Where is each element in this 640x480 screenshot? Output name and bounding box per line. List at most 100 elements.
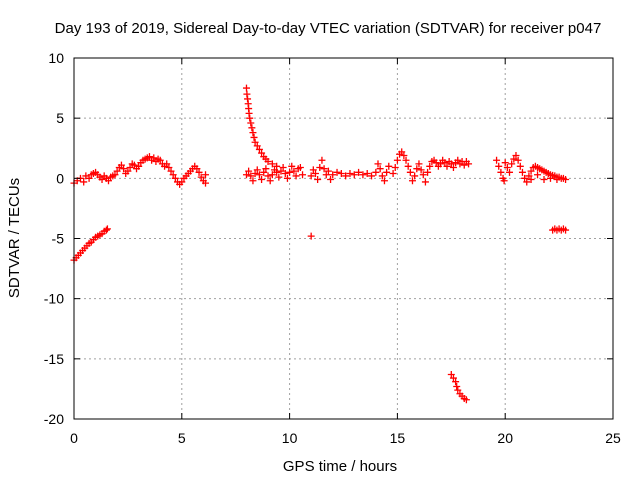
data-point (411, 172, 419, 180)
data-point (277, 167, 285, 175)
chart-title: Day 193 of 2019, Sidereal Day-to-day VTE… (55, 20, 602, 37)
x-tick-label: 10 (282, 430, 298, 446)
data-point (195, 168, 203, 176)
data-point (283, 174, 291, 182)
data-point (462, 396, 470, 404)
data-point (102, 226, 110, 234)
y-tick-label: -15 (44, 351, 64, 367)
data-point (426, 162, 434, 170)
data-point (85, 174, 93, 182)
data-point (562, 226, 570, 234)
data-point (383, 168, 391, 176)
data-point (506, 168, 514, 176)
data-point (111, 171, 119, 179)
data-point (273, 162, 281, 170)
data-point (113, 167, 121, 175)
data-point (553, 176, 561, 184)
data-point (150, 154, 158, 162)
data-point (350, 171, 358, 179)
data-point (80, 178, 88, 186)
data-point (202, 171, 210, 179)
x-tick-label: 0 (70, 430, 78, 446)
data-point (249, 129, 257, 137)
data-point (380, 177, 388, 185)
data-point (441, 159, 449, 167)
x-tick-label: 25 (605, 430, 621, 446)
data-point (368, 172, 376, 180)
data-point (447, 370, 455, 378)
data-point (178, 178, 186, 186)
data-point (453, 383, 461, 391)
data-point (398, 148, 406, 156)
data-point (273, 168, 281, 176)
data-point (262, 165, 270, 173)
y-tick-label: 5 (56, 110, 64, 126)
data-point (307, 232, 315, 240)
data-point (376, 165, 384, 173)
data-point (460, 161, 468, 169)
data-point (247, 172, 255, 180)
data-point (268, 160, 276, 168)
data-point (363, 170, 371, 178)
y-axis-label: SDTVAR / TECUs (6, 178, 23, 298)
data-point (171, 174, 179, 182)
data-point (393, 156, 401, 164)
data-point (124, 167, 132, 175)
data-point (512, 151, 520, 159)
data-point (242, 171, 250, 179)
data-point (337, 170, 345, 178)
data-point (413, 165, 421, 173)
data-point (562, 176, 570, 184)
data-point (527, 176, 535, 184)
x-axis-label: GPS time / hours (283, 458, 397, 475)
data-point (242, 84, 250, 92)
data-point (167, 167, 175, 175)
data-point (135, 162, 143, 170)
data-point (521, 174, 529, 182)
data-point (372, 168, 380, 176)
data-point (525, 172, 533, 180)
data-point (454, 386, 462, 394)
data-point (452, 378, 460, 386)
data-point (249, 177, 257, 185)
data-point (518, 168, 526, 176)
data-point (286, 168, 294, 176)
data-point (546, 174, 554, 182)
data-point (346, 170, 354, 178)
data-point (253, 166, 261, 174)
data-point (130, 161, 138, 169)
data-point (104, 177, 112, 185)
data-point (389, 170, 397, 178)
y-tick-label: -10 (44, 291, 64, 307)
data-point (516, 162, 524, 170)
data-point (117, 161, 125, 169)
data-point (275, 173, 283, 181)
data-point (266, 177, 274, 185)
data-point (378, 172, 386, 180)
data-point (322, 171, 330, 179)
data-point (454, 156, 462, 164)
data-point (540, 176, 548, 184)
y-tick-label: 0 (56, 170, 64, 186)
data-point (493, 156, 501, 164)
data-point (299, 171, 307, 179)
data-point (523, 178, 531, 186)
data-point (327, 176, 335, 184)
data-point (508, 160, 516, 168)
data-point (406, 168, 414, 176)
data-point (307, 172, 315, 180)
data-point (311, 170, 319, 178)
data-point (419, 171, 427, 179)
data-point (320, 165, 328, 173)
data-point (385, 162, 393, 170)
data-point (421, 178, 429, 186)
data-point (247, 119, 255, 127)
data-point (503, 164, 511, 172)
data-point (248, 124, 256, 132)
data-point (324, 167, 332, 175)
data-point (197, 173, 205, 181)
data-point (292, 172, 300, 180)
data-point (391, 164, 399, 172)
data-point (333, 168, 341, 176)
